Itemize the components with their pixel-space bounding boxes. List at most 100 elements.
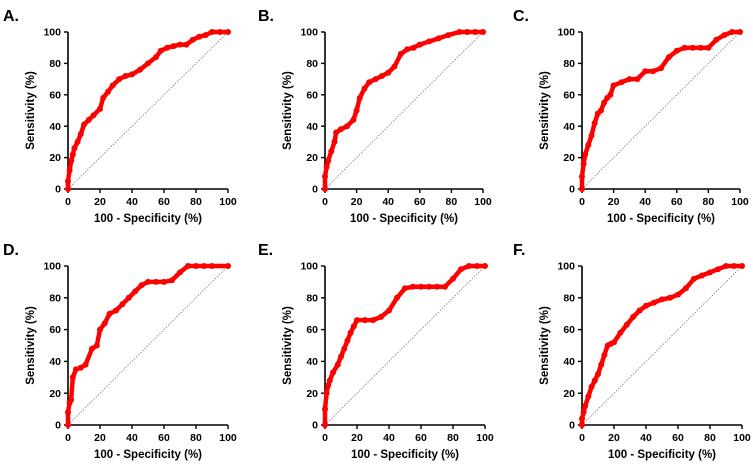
roc-point <box>325 157 332 164</box>
y-tick-label: 0 <box>569 420 575 432</box>
roc-point <box>323 164 330 170</box>
roc-point <box>119 301 126 308</box>
y-tick-label: 20 <box>306 388 318 400</box>
x-tick-label: 100 <box>476 432 494 444</box>
roc-point <box>683 285 689 292</box>
x-tick-label: 40 <box>640 432 652 444</box>
roc-point <box>394 294 400 301</box>
roc-point <box>82 361 89 368</box>
roc-point <box>333 129 340 136</box>
roc-point <box>482 263 488 269</box>
roc-panel: F. 0 20 40 60 80 100 0 20 40 60 80 100 100 - Specific… <box>513 242 751 461</box>
panel-label: A. <box>3 8 19 25</box>
roc-point <box>418 283 424 290</box>
roc-point <box>344 123 351 130</box>
roc-point <box>466 263 472 269</box>
roc-point <box>591 377 598 384</box>
x-tick-label: 100 <box>474 196 492 208</box>
roc-point <box>132 288 139 295</box>
x-tick-label: 100 <box>731 196 749 208</box>
roc-point <box>426 283 432 290</box>
y-tick-label: 40 <box>306 356 318 368</box>
roc-point <box>410 283 416 290</box>
roc-point <box>611 339 617 346</box>
roc-point <box>344 337 351 344</box>
roc-point <box>93 342 100 349</box>
roc-point <box>404 46 411 53</box>
roc-point <box>225 29 231 35</box>
x-tick-label: 80 <box>704 432 716 444</box>
roc-point <box>109 82 116 89</box>
roc-point <box>681 44 688 51</box>
roc-point <box>326 377 333 384</box>
y-tick-label: 20 <box>306 152 318 164</box>
roc-point <box>169 277 175 284</box>
x-tick-label: 0 <box>65 432 71 444</box>
roc-point <box>201 263 207 269</box>
roc-point <box>338 353 344 360</box>
roc-point <box>325 382 332 389</box>
y-tick-label: 100 <box>43 27 61 39</box>
x-tick-label: 0 <box>322 432 328 444</box>
roc-point <box>456 29 463 35</box>
roc-point <box>100 94 107 101</box>
roc-point <box>618 79 625 86</box>
roc-point <box>691 275 697 282</box>
roc-point <box>341 345 348 352</box>
roc-point <box>651 299 657 306</box>
roc-point <box>464 29 471 35</box>
roc-point <box>636 307 643 314</box>
y-tick-label: 100 <box>557 27 575 39</box>
roc-point <box>601 352 608 358</box>
roc-point <box>68 157 75 164</box>
y-tick-label: 0 <box>55 184 61 196</box>
roc-point <box>322 406 328 413</box>
y-tick-label: 20 <box>563 152 575 164</box>
roc-point <box>334 361 341 368</box>
roc-point <box>737 29 743 35</box>
panel-label: D. <box>3 242 19 259</box>
roc-point <box>69 374 76 381</box>
roc-point <box>209 263 215 269</box>
y-axis-title: Sensitivity (%) <box>25 71 37 150</box>
roc-point <box>66 167 73 174</box>
y-tick-label: 80 <box>49 292 61 304</box>
y-tick-label: 20 <box>49 152 61 164</box>
roc-point <box>105 88 111 95</box>
x-tick-label: 40 <box>126 432 138 444</box>
x-tick-label: 20 <box>94 432 106 444</box>
roc-point <box>68 396 75 403</box>
y-tick-label: 60 <box>49 89 61 101</box>
roc-point <box>331 138 338 145</box>
y-tick-label: 0 <box>55 420 61 432</box>
roc-point <box>585 142 592 148</box>
x-axis-title: 100 - Specificity (%) <box>607 213 715 225</box>
roc-point <box>372 76 379 83</box>
roc-point <box>595 371 601 378</box>
x-axis-title: 100 - Specificity (%) <box>94 449 202 461</box>
x-tick-label: 80 <box>190 432 202 444</box>
roc-point <box>739 263 745 269</box>
roc-point <box>106 310 113 317</box>
y-tick-label: 60 <box>563 89 575 101</box>
y-tick-label: 40 <box>563 356 575 368</box>
roc-point <box>202 32 209 39</box>
roc-point <box>89 345 95 352</box>
roc-point <box>585 393 592 400</box>
roc-point <box>116 76 123 83</box>
roc-point <box>442 283 448 290</box>
y-tick-label: 0 <box>569 184 575 196</box>
roc-point <box>350 323 357 330</box>
roc-point <box>145 60 151 67</box>
roc-point <box>582 402 589 409</box>
y-tick-label: 40 <box>563 121 575 133</box>
roc-point <box>65 422 71 428</box>
y-tick-label: 40 <box>49 121 61 133</box>
roc-point <box>153 54 159 61</box>
roc-point <box>391 63 398 70</box>
roc-point <box>579 173 585 180</box>
roc-point <box>378 73 385 79</box>
roc-point <box>435 35 442 42</box>
roc-point <box>113 307 119 314</box>
x-tick-label: 80 <box>703 196 715 208</box>
